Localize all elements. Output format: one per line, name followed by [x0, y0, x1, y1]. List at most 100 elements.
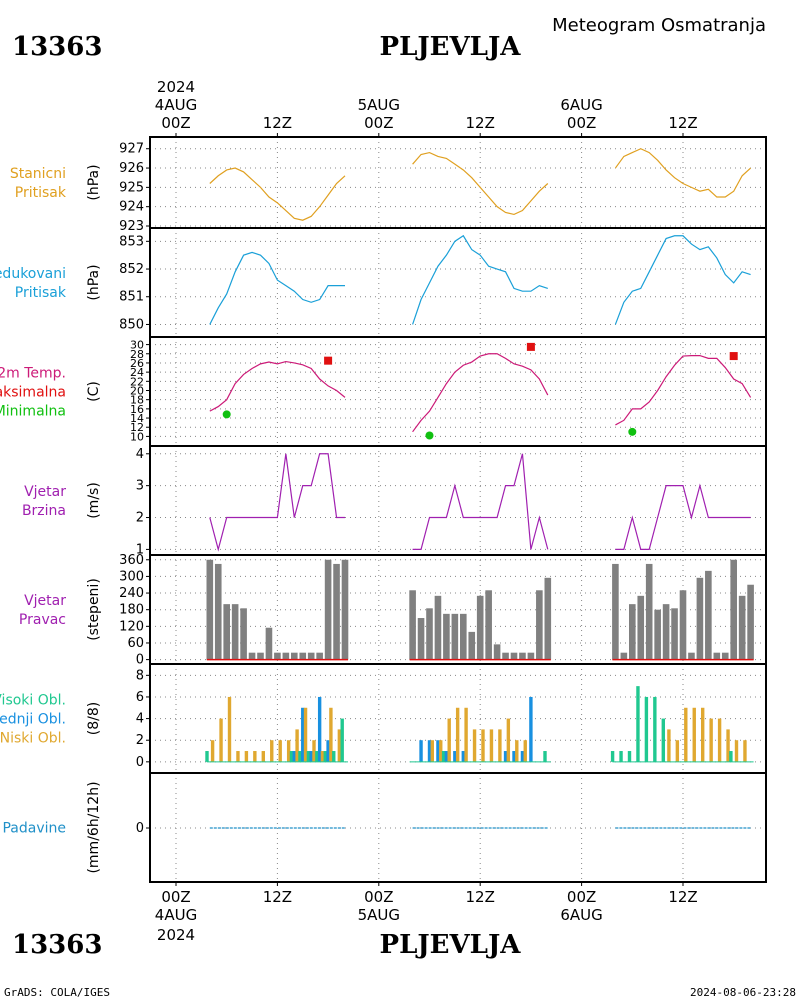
- panel-label: Pritisak: [15, 185, 67, 201]
- cloud-bar-high: [323, 751, 327, 762]
- panel-frame: [149, 136, 767, 229]
- cloud-bar-high: [653, 696, 657, 762]
- cloud-bar-low: [743, 740, 747, 762]
- cloud-bar-mid: [529, 696, 533, 762]
- station-id: 13363: [12, 32, 102, 62]
- y-tick-label: 24: [130, 366, 144, 379]
- cloud-bar-low: [253, 751, 257, 762]
- wind-direction-bar: [409, 590, 416, 660]
- cloud-bar-low: [523, 740, 527, 762]
- wind-direction-bar: [493, 644, 501, 660]
- cloud-bar-low: [312, 740, 316, 762]
- min-temp-marker: [628, 427, 637, 436]
- cloud-bar-low: [667, 729, 671, 762]
- cloud-bar-low: [709, 718, 713, 762]
- station-name: PLJEVLJA: [380, 32, 522, 62]
- axis-hour-bottom: 00Z: [161, 888, 190, 906]
- panel-frame: [149, 772, 767, 883]
- cloud-bar-low: [489, 729, 494, 762]
- cloud-bar-high: [340, 718, 344, 762]
- axis-year-top: 2024: [157, 78, 195, 96]
- cloud-bar-mid: [444, 751, 449, 762]
- cloud-bar-low: [329, 707, 333, 762]
- y-tick-label: 2: [136, 733, 144, 748]
- y-tick-label: 28: [130, 348, 144, 361]
- y-tick-label: 926: [119, 161, 144, 176]
- cloud-bar-low: [278, 740, 282, 762]
- station-pressure-line: [412, 151, 549, 216]
- cloud-bar-low: [303, 707, 308, 762]
- footer-credit: GrADS: COLA/IGES: [4, 986, 110, 999]
- cloud-bar-low: [430, 740, 434, 762]
- panel-label: Niski Obl.: [0, 731, 66, 747]
- wind-direction-bar: [654, 609, 661, 660]
- panel-cloud-cover: 0 2 4 6 8 Visoki Obl. Srednji Obl. Niski Obl. (8…: [0, 663, 767, 774]
- temperature-line: [615, 355, 752, 426]
- chart-subtitle: Meteogram Osmatranja: [552, 15, 766, 36]
- wind-direction-bar: [629, 604, 636, 660]
- cloud-bar-low: [498, 729, 502, 762]
- y-tick-label: 925: [119, 180, 144, 195]
- axis-hour-top: 12Z: [466, 114, 495, 132]
- y-tick-label: 20: [130, 385, 144, 398]
- cloud-bar-high: [298, 751, 302, 762]
- reduced-pressure-line: [209, 251, 345, 325]
- wind-direction-bar: [341, 559, 349, 660]
- axis-day-bottom: 4AUG: [155, 906, 197, 924]
- max-temp-marker: [526, 342, 535, 351]
- wind-speed-line: [209, 453, 345, 552]
- wind-direction-bar: [231, 604, 239, 660]
- y-axis-label: (stepeni): [86, 578, 102, 641]
- panel-label: Stanicni: [10, 166, 66, 182]
- wind-direction-bar: [282, 652, 290, 660]
- y-tick-label: 14: [130, 412, 144, 425]
- cloud-bar-mid: [503, 751, 508, 762]
- panel-label: Vjetar: [24, 593, 66, 609]
- cloud-bar-high: [661, 718, 665, 762]
- cloud-bar-mid: [326, 740, 330, 762]
- y-tick-label: 851: [119, 290, 144, 305]
- axis-hour-top: 00Z: [567, 114, 596, 132]
- wind-direction-bar: [696, 577, 704, 660]
- wind-direction-bar: [671, 608, 678, 660]
- y-tick-label: 360: [119, 553, 144, 568]
- y-axis-label: (hPa): [86, 164, 102, 200]
- wind-direction-bar: [240, 608, 247, 660]
- wind-direction-bar: [519, 652, 526, 660]
- panel-label: Pravac: [19, 612, 66, 628]
- cloud-bar-low: [447, 718, 451, 762]
- cloud-bar-low: [439, 740, 443, 762]
- wind-direction-bar: [738, 595, 746, 660]
- wind-direction-bar: [417, 618, 425, 660]
- cloud-bar-high: [619, 751, 623, 762]
- max-temp-marker: [729, 352, 738, 361]
- cloud-bar-high: [289, 751, 294, 762]
- wind-direction-bar: [510, 652, 518, 660]
- footer-timestamp: 2024-08-06-23:28: [690, 986, 796, 999]
- axis-hour-bottom: 12Z: [466, 888, 495, 906]
- panel-label: 2m Temp.: [0, 366, 66, 382]
- cloud-bar-mid: [419, 740, 423, 762]
- cloud-bar-low: [515, 740, 519, 762]
- axis-hour-bottom: 12Z: [668, 888, 697, 906]
- cloud-bar-low: [734, 740, 739, 762]
- y-tick-label: 16: [130, 403, 144, 416]
- cloud-bar-low: [236, 751, 240, 762]
- panel-station-pressure: 923 924 925 926 927 Stanicni Pritisak (hPa): [10, 136, 767, 234]
- wind-direction-bar: [679, 590, 687, 660]
- axis-hour-bottom: 00Z: [364, 888, 393, 906]
- wind-direction-bar: [713, 652, 721, 660]
- y-tick-label: 4: [136, 447, 144, 462]
- min-temp-marker: [425, 431, 434, 440]
- y-tick-label: 0: [136, 821, 144, 836]
- panel-label: Visoki Obl.: [0, 693, 66, 709]
- axis-hour-bottom: 00Z: [567, 888, 596, 906]
- y-tick-label: 853: [119, 234, 144, 249]
- y-tick-label: 852: [119, 262, 144, 277]
- station-pressure-line: [209, 167, 346, 221]
- y-tick-label: 240: [119, 586, 144, 601]
- cloud-bar-mid: [520, 751, 525, 762]
- wind-direction-bar: [434, 595, 442, 660]
- axis-hour-top: 00Z: [161, 114, 190, 132]
